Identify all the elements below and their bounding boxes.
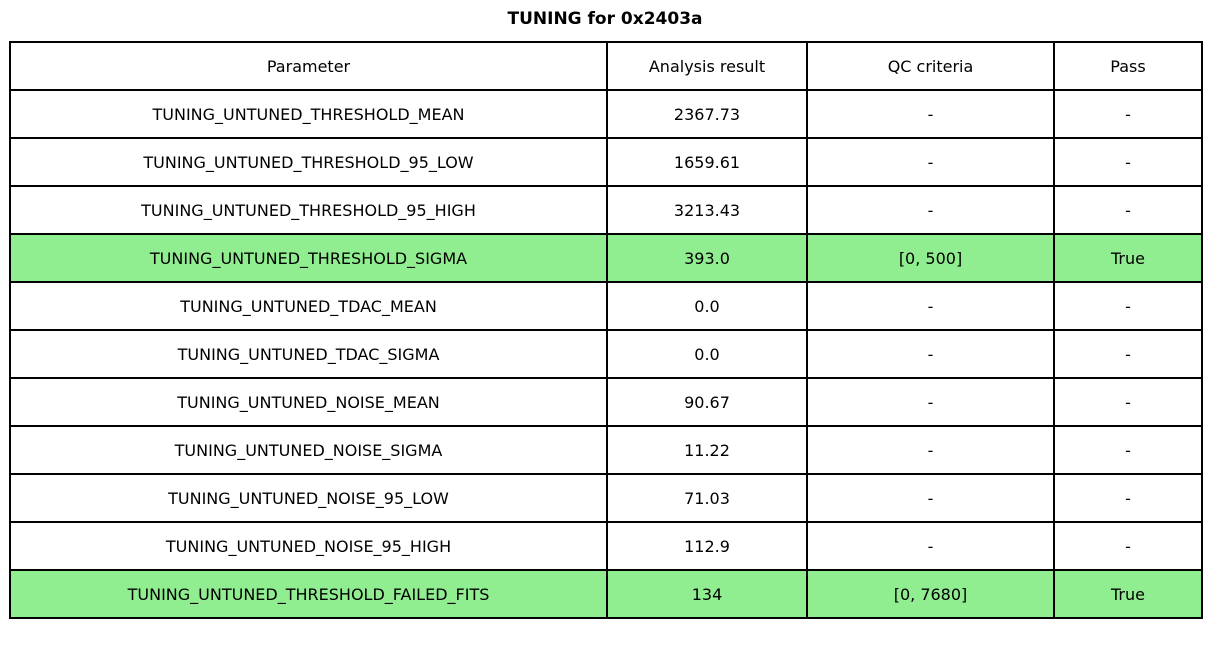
pass-cell: -: [1053, 137, 1203, 187]
pass-cell: -: [1053, 185, 1203, 235]
parameter-cell: TUNING_UNTUNED_TDAC_MEAN: [9, 281, 608, 331]
table-row: TUNING_UNTUNED_NOISE_95_HIGH 112.9 - -: [9, 521, 1203, 571]
qc-results-table: Parameter Analysis result QC criteria Pa…: [9, 41, 1203, 619]
result-cell: 0.0: [606, 329, 808, 379]
parameter-cell: TUNING_UNTUNED_TDAC_SIGMA: [9, 329, 608, 379]
qc-cell: -: [806, 137, 1055, 187]
parameter-cell: TUNING_UNTUNED_THRESHOLD_FAILED_FITS: [9, 569, 608, 619]
parameter-cell: TUNING_UNTUNED_THRESHOLD_MEAN: [9, 89, 608, 139]
pass-cell: -: [1053, 89, 1203, 139]
table-row: TUNING_UNTUNED_TDAC_MEAN 0.0 - -: [9, 281, 1203, 331]
result-cell: 90.67: [606, 377, 808, 427]
column-header-pass: Pass: [1053, 41, 1203, 91]
pass-cell: True: [1053, 233, 1203, 283]
qc-cell: [0, 7680]: [806, 569, 1055, 619]
parameter-cell: TUNING_UNTUNED_THRESHOLD_95_HIGH: [9, 185, 608, 235]
table-row: TUNING_UNTUNED_TDAC_SIGMA 0.0 - -: [9, 329, 1203, 379]
result-cell: 0.0: [606, 281, 808, 331]
qc-cell: -: [806, 281, 1055, 331]
result-cell: 393.0: [606, 233, 808, 283]
result-cell: 1659.61: [606, 137, 808, 187]
header-row: Parameter Analysis result QC criteria Pa…: [9, 41, 1203, 91]
qc-cell: -: [806, 89, 1055, 139]
parameter-cell: TUNING_UNTUNED_THRESHOLD_95_LOW: [9, 137, 608, 187]
column-header-qc-criteria: QC criteria: [806, 41, 1055, 91]
qc-cell: -: [806, 473, 1055, 523]
qc-cell: [0, 500]: [806, 233, 1055, 283]
column-header-analysis-result: Analysis result: [606, 41, 808, 91]
result-cell: 11.22: [606, 425, 808, 475]
qc-cell: -: [806, 425, 1055, 475]
parameter-cell: TUNING_UNTUNED_THRESHOLD_SIGMA: [9, 233, 608, 283]
pass-cell: -: [1053, 425, 1203, 475]
table-row: TUNING_UNTUNED_NOISE_MEAN 90.67 - -: [9, 377, 1203, 427]
table-row: TUNING_UNTUNED_THRESHOLD_95_HIGH 3213.43…: [9, 185, 1203, 235]
qc-cell: -: [806, 377, 1055, 427]
parameter-cell: TUNING_UNTUNED_NOISE_95_LOW: [9, 473, 608, 523]
table-row-highlighted: TUNING_UNTUNED_THRESHOLD_SIGMA 393.0 [0,…: [9, 233, 1203, 283]
qc-cell: -: [806, 521, 1055, 571]
page-title: TUNING for 0x2403a: [507, 9, 703, 29]
result-cell: 112.9: [606, 521, 808, 571]
parameter-cell: TUNING_UNTUNED_NOISE_SIGMA: [9, 425, 608, 475]
pass-cell: -: [1053, 521, 1203, 571]
table-row: TUNING_UNTUNED_NOISE_95_LOW 71.03 - -: [9, 473, 1203, 523]
pass-cell: True: [1053, 569, 1203, 619]
result-cell: 71.03: [606, 473, 808, 523]
parameter-cell: TUNING_UNTUNED_NOISE_95_HIGH: [9, 521, 608, 571]
table-row: TUNING_UNTUNED_THRESHOLD_MEAN 2367.73 - …: [9, 89, 1203, 139]
pass-cell: -: [1053, 329, 1203, 379]
table-row: TUNING_UNTUNED_NOISE_SIGMA 11.22 - -: [9, 425, 1203, 475]
result-cell: 2367.73: [606, 89, 808, 139]
column-header-parameter: Parameter: [9, 41, 608, 91]
result-cell: 3213.43: [606, 185, 808, 235]
qc-cell: -: [806, 185, 1055, 235]
pass-cell: -: [1053, 473, 1203, 523]
qc-cell: -: [806, 329, 1055, 379]
table-row: TUNING_UNTUNED_THRESHOLD_95_LOW 1659.61 …: [9, 137, 1203, 187]
pass-cell: -: [1053, 281, 1203, 331]
pass-cell: -: [1053, 377, 1203, 427]
table-row-highlighted: TUNING_UNTUNED_THRESHOLD_FAILED_FITS 134…: [9, 569, 1203, 619]
result-cell: 134: [606, 569, 808, 619]
parameter-cell: TUNING_UNTUNED_NOISE_MEAN: [9, 377, 608, 427]
